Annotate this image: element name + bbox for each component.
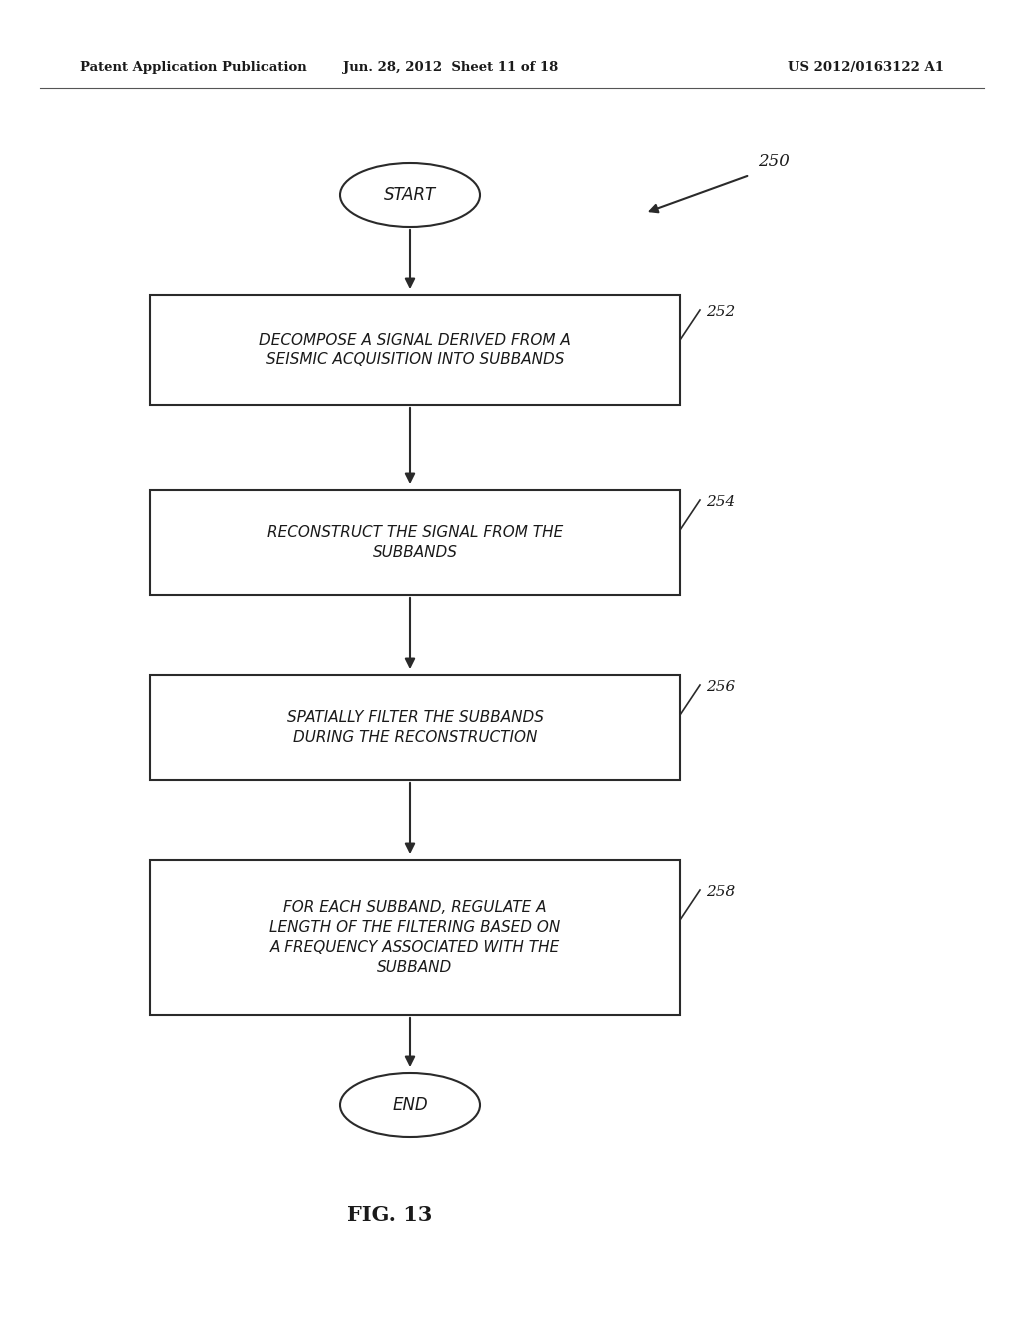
- Text: 258: 258: [706, 884, 735, 899]
- Text: 254: 254: [706, 495, 735, 510]
- Bar: [150, 490, 680, 595]
- Text: 252: 252: [706, 305, 735, 319]
- Text: 250: 250: [758, 153, 790, 170]
- Text: FOR EACH SUBBAND, REGULATE A
LENGTH OF THE FILTERING BASED ON
A FREQUENCY ASSOCI: FOR EACH SUBBAND, REGULATE A LENGTH OF T…: [269, 900, 560, 974]
- Text: FIG. 13: FIG. 13: [347, 1205, 433, 1225]
- Ellipse shape: [340, 162, 480, 227]
- Text: Patent Application Publication: Patent Application Publication: [80, 62, 307, 74]
- Bar: [150, 861, 680, 1015]
- Text: END: END: [392, 1096, 428, 1114]
- Text: START: START: [384, 186, 436, 205]
- Text: US 2012/0163122 A1: US 2012/0163122 A1: [788, 62, 944, 74]
- Text: SPATIALLY FILTER THE SUBBANDS
DURING THE RECONSTRUCTION: SPATIALLY FILTER THE SUBBANDS DURING THE…: [287, 710, 544, 744]
- Text: DECOMPOSE A SIGNAL DERIVED FROM A
SEISMIC ACQUISITION INTO SUBBANDS: DECOMPOSE A SIGNAL DERIVED FROM A SEISMI…: [259, 333, 570, 367]
- Ellipse shape: [340, 1073, 480, 1137]
- Text: 256: 256: [706, 680, 735, 694]
- Text: Jun. 28, 2012  Sheet 11 of 18: Jun. 28, 2012 Sheet 11 of 18: [343, 62, 558, 74]
- Bar: [150, 294, 680, 405]
- Bar: [150, 675, 680, 780]
- Text: RECONSTRUCT THE SIGNAL FROM THE
SUBBANDS: RECONSTRUCT THE SIGNAL FROM THE SUBBANDS: [267, 525, 563, 560]
